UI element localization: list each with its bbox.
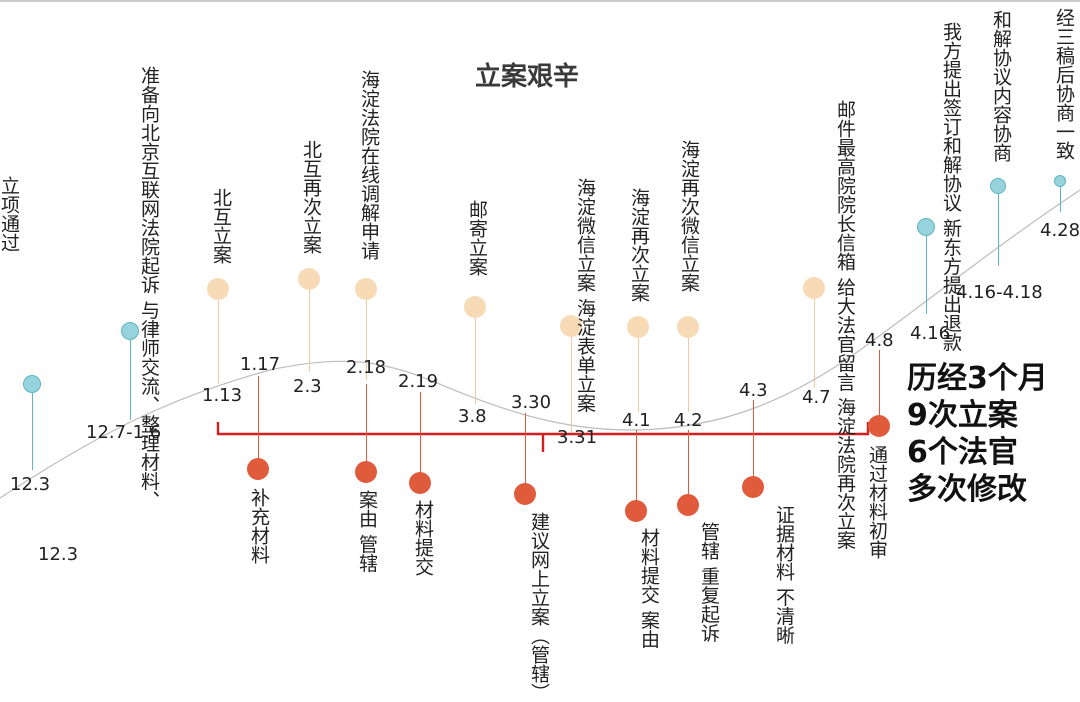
- summary-line: 6个法官: [907, 435, 1018, 470]
- lower-event-date: 4.8: [865, 330, 894, 351]
- upper-event-stem: [475, 318, 476, 404]
- lower-event-date: 2.19: [398, 371, 439, 392]
- lower-event-marker: [868, 415, 890, 437]
- lower-event-marker: [742, 476, 764, 498]
- upper-event-stem: [571, 337, 572, 432]
- upper-event-label: 邮寄立案: [466, 200, 488, 276]
- upper-event-marker: [464, 296, 486, 318]
- upper-event-stem: [218, 300, 219, 384]
- lower-event-label: 案由 管辖: [356, 490, 378, 573]
- lower-event-label: 材料提交: [412, 500, 434, 576]
- lower-event-label: 建议网上立案（管辖）: [528, 512, 550, 702]
- upper-event-marker: [355, 278, 377, 300]
- timeline-curve-layer: [0, 0, 1080, 499]
- lower-event-label: 通过材料初审: [866, 445, 888, 559]
- upper-event-date: 4.1: [622, 410, 651, 431]
- upper-event-stem: [638, 338, 639, 412]
- upper-event-stem: [688, 338, 689, 412]
- upper-event-date: 2.18: [346, 357, 387, 378]
- upper-event-label: 北互再次立案: [300, 140, 322, 254]
- lower-event-label: 补充材料: [248, 488, 270, 564]
- summary-line: 多次修改: [907, 472, 1027, 507]
- lower-event-stem: [879, 350, 880, 426]
- upper-event-stem: [814, 299, 815, 388]
- upper-event-marker: [627, 316, 649, 338]
- diagram-title: 立案艰辛: [475, 62, 580, 92]
- lower-event-date: 3.30: [511, 392, 552, 413]
- upper-event-stem: [998, 194, 999, 266]
- upper-event-marker: [121, 322, 139, 340]
- upper-event-date: 1.13: [202, 385, 243, 406]
- upper-event-marker: [560, 315, 582, 337]
- lower-event-stem: [420, 392, 421, 483]
- lower-event-marker: [247, 458, 269, 480]
- upper-event-date: 4.7: [802, 387, 831, 408]
- lower-event-stem: [753, 400, 754, 487]
- upper-event-label: 我方提出签订和解协议 新东方提出退款: [940, 22, 962, 352]
- summary-line: 历经3个月: [907, 361, 1048, 396]
- upper-event-marker: [298, 268, 320, 290]
- summary-box: 历经3个月 9次立案 6个法官 多次修改: [907, 360, 1048, 508]
- upper-event-label: 准备向北京互联网法院起诉 与律师交流、整理材料、: [138, 66, 160, 510]
- upper-event-label: 北互立案: [210, 188, 232, 264]
- upper-event-marker: [803, 277, 825, 299]
- lower-event-marker: [409, 472, 431, 494]
- lower-event-label: 证据材料 不清晰: [773, 505, 795, 645]
- upper-event-date: 3.8: [458, 406, 487, 427]
- upper-event-marker: [1054, 175, 1066, 187]
- lower-event-stem: [636, 430, 637, 511]
- upper-event-date: 4.16-4.18: [956, 282, 1043, 303]
- upper-event-label: 海淀微信立案 海淀表单立案: [574, 178, 596, 413]
- upper-event-stem: [366, 300, 367, 380]
- lower-event-date: 4.3: [739, 380, 768, 401]
- upper-event-marker: [677, 316, 699, 338]
- upper-event-marker: [23, 375, 41, 393]
- upper-event-label: 海淀再次立案: [628, 188, 650, 302]
- upper-event-date: 12.3: [10, 474, 51, 495]
- lower-event-stem: [366, 384, 367, 472]
- upper-event-label: 经三稿后协商一致: [1053, 8, 1075, 160]
- upper-event-label: 海淀再次微信立案: [678, 140, 700, 292]
- lower-event-date: 1.17: [240, 354, 281, 375]
- timeline-curve: [0, 189, 1080, 499]
- upper-event-marker: [917, 218, 935, 236]
- lower-event-marker: [355, 461, 377, 483]
- upper-event-label: 立项通过: [0, 176, 20, 252]
- lower-event-label: 材料提交 案由: [638, 528, 660, 649]
- upper-event-stem: [309, 290, 310, 372]
- lower-event-marker: [514, 483, 536, 505]
- lower-event-label: 管辖 重复起诉: [698, 522, 720, 643]
- upper-event-stem: [926, 236, 927, 314]
- upper-event-date: 4.28: [1040, 220, 1080, 241]
- upper-event-marker: [990, 178, 1006, 194]
- lower-event-stem: [258, 376, 259, 469]
- upper-event-date: 3.31: [557, 427, 598, 448]
- upper-event-stem: [130, 340, 131, 420]
- upper-event-marker: [207, 278, 229, 300]
- extra-date-label: 12.3: [38, 544, 79, 565]
- lower-event-stem: [525, 413, 526, 494]
- upper-event-label: 和解协议内容协商: [990, 10, 1012, 162]
- upper-event-date: 2.3: [293, 376, 322, 397]
- upper-event-date: 12.7-1.6: [86, 422, 162, 443]
- upper-event-stem: [1060, 187, 1061, 212]
- upper-event-label: 海淀法院在线调解申请: [358, 70, 380, 260]
- grouping-bracket: [216, 422, 870, 452]
- lower-event-stem: [688, 430, 689, 505]
- upper-event-date: 4.16: [910, 323, 951, 344]
- upper-event-date: 4.2: [674, 410, 703, 431]
- upper-event-stem: [32, 393, 33, 470]
- summary-line: 9次立案: [907, 398, 1018, 433]
- lower-event-marker: [625, 500, 647, 522]
- upper-event-label: 邮件最高院院长信箱 给大法官留言 海淀法院再次立案: [834, 100, 856, 550]
- lower-event-marker: [677, 494, 699, 516]
